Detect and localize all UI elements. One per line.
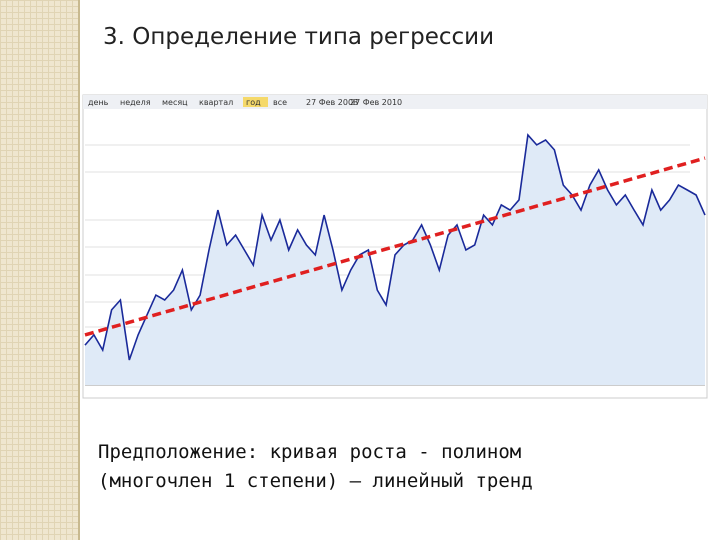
date-from: 27 Фев 2008 bbox=[306, 98, 358, 107]
date-to: 27 Фев 2010 bbox=[350, 98, 402, 107]
toolbar-button: все bbox=[273, 98, 287, 107]
toolbar-button: месяц bbox=[162, 98, 188, 107]
toolbar-button: год bbox=[246, 98, 261, 107]
toolbar bbox=[83, 95, 707, 109]
toolbar-button: квартал bbox=[199, 98, 233, 107]
toolbar-active bbox=[243, 97, 268, 107]
toolbar-button: неделя bbox=[120, 98, 151, 107]
price-line bbox=[84, 133, 706, 361]
caption-line: Предположение: кривая роста - полином bbox=[98, 441, 522, 463]
caption-line: (многочлен 1 степени) – линейный тренд bbox=[98, 470, 533, 492]
caption: Предположение: кривая роста - полином (м… bbox=[98, 438, 533, 496]
trend-line bbox=[84, 156, 706, 337]
area bbox=[85, 135, 705, 385]
slide-title: 3. Определение типа регрессии bbox=[103, 24, 495, 50]
toolbar-button: день bbox=[88, 98, 109, 107]
decor-strip bbox=[0, 0, 80, 540]
